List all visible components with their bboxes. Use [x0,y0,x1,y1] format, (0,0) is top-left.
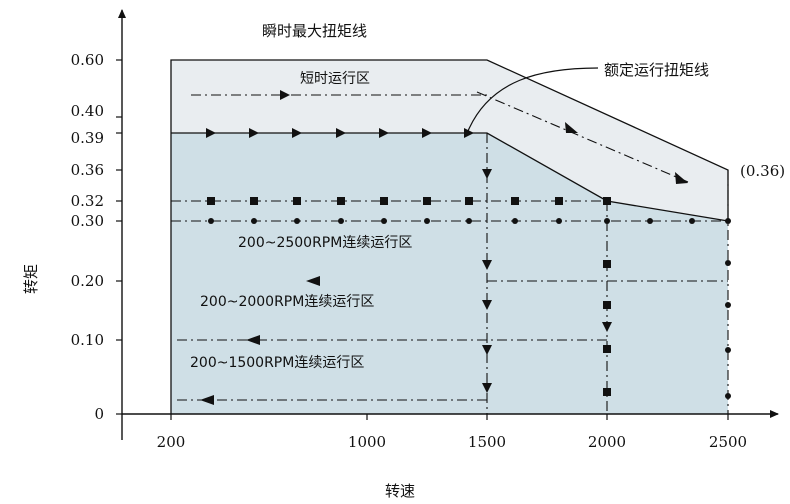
square-marker [337,197,345,205]
rated-arrow [379,128,389,138]
rated-torque-line [171,132,729,222]
rated-torque-label: 额定运行扭矩线 [604,61,709,79]
peak-torque-label: 瞬时最大扭矩线 [262,22,367,40]
y-tick-label: 0.20 [71,272,104,290]
rated-arrow [464,128,474,138]
dot-marker [294,218,300,224]
square-marker [423,197,431,205]
rated-arrow [292,128,302,138]
guide-lines [171,91,729,414]
y-tick-label: 0.36 [71,161,104,179]
dot-marker [647,218,653,224]
leftward-arrow [200,395,214,405]
short-time-region-label: 短时运行区 [300,71,370,87]
continuous-2500-label: 200~2500RPM连续运行区 [238,234,412,251]
x-tick-label: 1000 [348,433,386,451]
y-tick-label: 0.32 [71,192,104,210]
dot-marker [725,302,731,308]
downward-arrow [482,345,492,355]
dot-marker [604,218,610,224]
line-markers [200,90,731,405]
diagonal-arrow [675,172,688,184]
square-marker [250,197,258,205]
rated-arrow [249,128,259,138]
dot-marker [466,218,472,224]
guide-line-short-diag [476,91,689,183]
rated-arrow [206,128,216,138]
y-tick-label: 0.30 [71,212,104,230]
y-axis-title: 转矩 [22,264,40,294]
dot-marker [512,218,518,224]
square-marker [603,345,611,353]
continuous-2000-label: 200~2000RPM连续运行区 [200,293,374,310]
square-marker [465,197,473,205]
downward-arrow [482,300,492,310]
short-time-arrow [280,90,290,100]
downward-arrow [482,169,492,179]
continuous-1500-label: 200~1500RPM连续运行区 [190,354,364,371]
square-marker [603,388,611,396]
square-marker [380,197,388,205]
y-tick-label: 0 [94,405,104,423]
dot-marker [338,218,344,224]
dot-marker [725,260,731,266]
axis-ticks: 200 1000 1500 2000 2500 0 0.10 0.20 0.30 0.32 0.36… [71,51,748,451]
downward-arrow [602,322,612,332]
x-axis-title: 转速 [385,482,415,500]
rated-arrow [336,128,346,138]
square-marker [555,197,563,205]
peak-end-annotation: (0.36) [740,162,785,180]
downward-arrow [482,383,492,393]
dot-marker [725,393,731,399]
dot-marker [725,218,731,224]
dot-marker [689,218,695,224]
square-marker [293,197,301,205]
x-tick-label: 2000 [588,433,626,451]
peak-torque-line [170,59,729,414]
dot-marker [424,218,430,224]
x-tick-label: 200 [157,433,186,451]
x-tick-label: 1500 [468,433,506,451]
square-marker [511,197,519,205]
y-tick-label: 0.60 [71,51,104,69]
y-tick-label: 0.39 [71,129,104,147]
dot-marker [725,347,731,353]
leftward-arrow [306,276,320,286]
y-tick-label: 0.40 [71,102,104,120]
square-marker [603,301,611,309]
diagonal-arrow [565,122,578,133]
y-tick-label: 0.10 [71,331,104,349]
dot-marker [251,218,257,224]
square-marker [603,260,611,268]
continuous-region [171,133,728,414]
square-marker [603,197,611,205]
rated-arrow [422,128,432,138]
square-marker [207,197,215,205]
dot-marker [381,218,387,224]
dot-marker [208,218,214,224]
dot-marker [556,218,562,224]
rated-torque-pointer [467,67,599,132]
x-tick-label: 2500 [709,433,747,451]
leftward-arrow [246,335,260,345]
downward-arrow [482,260,492,270]
